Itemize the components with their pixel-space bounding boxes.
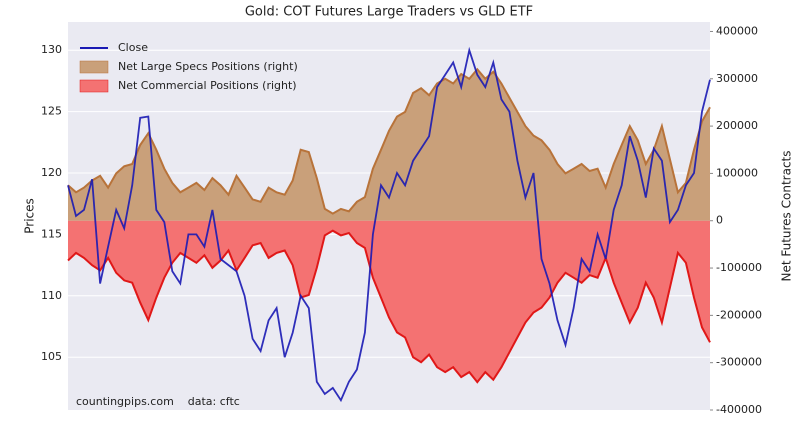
- y2-tick-label: -300000: [716, 356, 762, 369]
- y2-tick-label: 0: [716, 214, 723, 227]
- legend-label: Net Commercial Positions (right): [118, 79, 297, 92]
- y2-axis-label: Net Futures Contracts: [780, 150, 794, 281]
- y-tick-label: 105: [41, 350, 62, 363]
- y-tick-label: 115: [41, 227, 62, 240]
- line: [67, 46, 711, 403]
- y-axis-label: Prices: [23, 198, 37, 234]
- y2-tick-label: 100000: [716, 166, 758, 179]
- y2-tick-label: -400000: [716, 403, 762, 416]
- y2-tick-label: 300000: [716, 72, 758, 85]
- y2-tick-label: -100000: [716, 261, 762, 274]
- legend-swatch: [79, 79, 109, 93]
- y-tick-label: 120: [41, 166, 62, 179]
- y-tick-label: 110: [41, 289, 62, 302]
- legend-swatch: [79, 60, 109, 74]
- annotation: countingpips.com data: cftc: [76, 395, 240, 408]
- y-tick-label: 125: [41, 105, 62, 118]
- y2-tick-label: 400000: [716, 24, 758, 37]
- y2-tick-label: 200000: [716, 119, 758, 132]
- area: [68, 69, 710, 221]
- y2-tick-label: -200000: [716, 308, 762, 321]
- area-edge: [67, 229, 711, 384]
- area: [68, 220, 710, 383]
- legend-label: Close: [118, 41, 148, 54]
- y-tick-label: 130: [41, 43, 62, 56]
- area-edge: [67, 67, 711, 215]
- legend-label: Net Large Specs Positions (right): [118, 60, 298, 73]
- chart-title: Gold: COT Futures Large Traders vs GLD E…: [245, 5, 533, 20]
